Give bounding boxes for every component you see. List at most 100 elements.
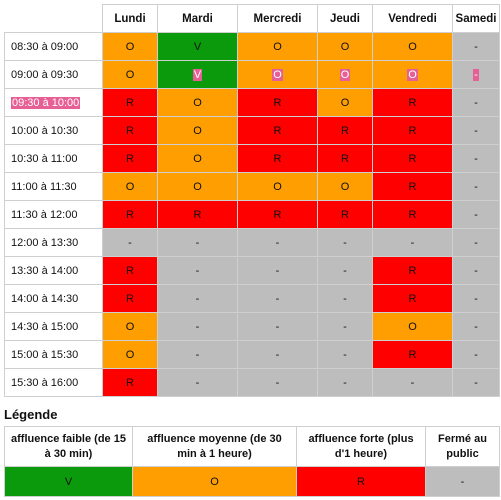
affluence-code: - — [275, 292, 280, 305]
affluence-code: O — [125, 40, 135, 53]
time-slot-text: 10:00 à 10:30 — [11, 124, 79, 137]
legend-table: affluence faible (de 15 à 30 min) afflue… — [4, 426, 500, 497]
day-header: Mardi — [157, 4, 238, 33]
affluence-code: O — [125, 320, 135, 333]
affluence-code: - — [410, 236, 415, 249]
time-slot-row: 13:30 à 14:00 R - - - R - — [4, 256, 500, 285]
time-slot-label: 10:00 à 10:30 — [4, 116, 103, 145]
time-slot-label: 14:30 à 15:00 — [4, 312, 103, 341]
affluence-cell: - — [372, 368, 453, 397]
time-slot-label: 10:30 à 11:00 — [4, 144, 103, 173]
affluence-cell: - — [452, 284, 500, 313]
day-header: Vendredi — [372, 4, 453, 33]
affluence-cell: O — [237, 60, 318, 89]
affluence-code: O — [193, 124, 202, 137]
affluence-cell: V — [157, 60, 238, 89]
affluence-code: - — [474, 348, 478, 361]
affluence-cell: O — [372, 60, 453, 89]
legend-swatch-medium: O — [132, 466, 297, 497]
affluence-code: O — [193, 96, 202, 109]
affluence-cell: - — [452, 60, 500, 89]
affluence-cell: O — [102, 172, 158, 201]
affluence-cell: - — [237, 256, 318, 285]
affluence-cell: - — [317, 368, 373, 397]
affluence-code: - — [343, 348, 347, 361]
time-slot-row: 14:00 à 14:30 R - - - R - — [4, 284, 500, 313]
affluence-code: - — [195, 348, 200, 361]
affluence-code: - — [474, 96, 478, 109]
time-slot-text: 15:30 à 16:00 — [11, 376, 79, 389]
affluence-cell: R — [237, 88, 318, 117]
affluence-code: - — [474, 376, 478, 389]
time-slot-row: 10:00 à 10:30 R O R R R - — [4, 116, 500, 145]
affluence-cell: O — [157, 116, 238, 145]
time-slot-row: 11:30 à 12:00 R R R R R - — [4, 200, 500, 229]
time-slot-label: 09:00 à 09:30 — [4, 60, 103, 89]
affluence-schedule-table: Lundi Mardi Mercredi Jeudi Vendredi Same… — [4, 4, 500, 397]
affluence-code: - — [474, 208, 478, 221]
affluence-code: - — [474, 152, 478, 165]
affluence-code: O — [340, 96, 350, 109]
time-slot-text: 15:00 à 15:30 — [11, 348, 79, 361]
affluence-cell: O — [157, 144, 238, 173]
affluence-cell: - — [157, 340, 238, 369]
affluence-cell: O — [102, 312, 158, 341]
affluence-cell: - — [237, 340, 318, 369]
legend-swatch-row: V O R - — [4, 466, 500, 497]
affluence-code: - — [195, 292, 200, 305]
affluence-cell: - — [452, 340, 500, 369]
affluence-code: R — [408, 264, 417, 277]
time-slot-label: 15:00 à 15:30 — [4, 340, 103, 369]
affluence-code: - — [343, 236, 347, 249]
affluence-code: O — [407, 68, 418, 81]
affluence-code: - — [195, 376, 200, 389]
affluence-code: R — [126, 208, 134, 221]
legend-label-high: affluence forte (plus d'1 heure) — [296, 426, 426, 467]
affluence-cell: O — [317, 172, 373, 201]
legend-title: Légende — [4, 407, 58, 422]
affluence-cell: O — [372, 312, 453, 341]
affluence-code: R — [408, 180, 417, 193]
time-slot-text: 09:00 à 09:30 — [11, 68, 79, 81]
affluence-code: V — [192, 68, 203, 81]
affluence-cell: R — [102, 88, 158, 117]
affluence-code: O — [125, 348, 135, 361]
affluence-cell: R — [372, 200, 453, 229]
affluence-cell: R — [372, 116, 453, 145]
day-header: Samedi — [452, 4, 500, 33]
affluence-cell: R — [372, 172, 453, 201]
affluence-code: - — [343, 376, 347, 389]
time-slot-label: 15:30 à 16:00 — [4, 368, 103, 397]
affluence-cell: R — [372, 284, 453, 313]
affluence-cell: R — [102, 284, 158, 313]
affluence-code: - — [474, 320, 478, 333]
affluence-cell: O — [157, 172, 238, 201]
time-slot-row: 12:00 à 13:30 - - - - - - — [4, 228, 500, 257]
affluence-cell: O — [102, 340, 158, 369]
affluence-code: R — [126, 124, 134, 137]
affluence-code: R — [273, 124, 282, 137]
header-corner — [4, 4, 103, 33]
time-slot-row: 09:30 à 10:00 R O R O R - — [4, 88, 500, 117]
day-header: Jeudi — [317, 4, 373, 33]
affluence-cell: R — [237, 200, 318, 229]
affluence-cell: - — [157, 284, 238, 313]
affluence-cell: - — [317, 228, 373, 257]
affluence-cell: - — [157, 228, 238, 257]
affluence-code: R — [273, 152, 282, 165]
affluence-cell: R — [317, 200, 373, 229]
affluence-cell: R — [102, 116, 158, 145]
affluence-code: - — [474, 180, 478, 193]
affluence-code: R — [408, 208, 417, 221]
affluence-code: R — [193, 208, 202, 221]
affluence-cell: - — [452, 172, 500, 201]
affluence-cell: - — [102, 228, 158, 257]
affluence-cell: - — [317, 340, 373, 369]
affluence-code: - — [474, 292, 478, 305]
affluence-cell: - — [237, 228, 318, 257]
affluence-cell: - — [372, 228, 453, 257]
time-slot-label: 13:30 à 14:00 — [4, 256, 103, 285]
time-slot-label: 08:30 à 09:00 — [4, 32, 103, 61]
affluence-code: - — [343, 292, 347, 305]
affluence-cell: - — [452, 144, 500, 173]
